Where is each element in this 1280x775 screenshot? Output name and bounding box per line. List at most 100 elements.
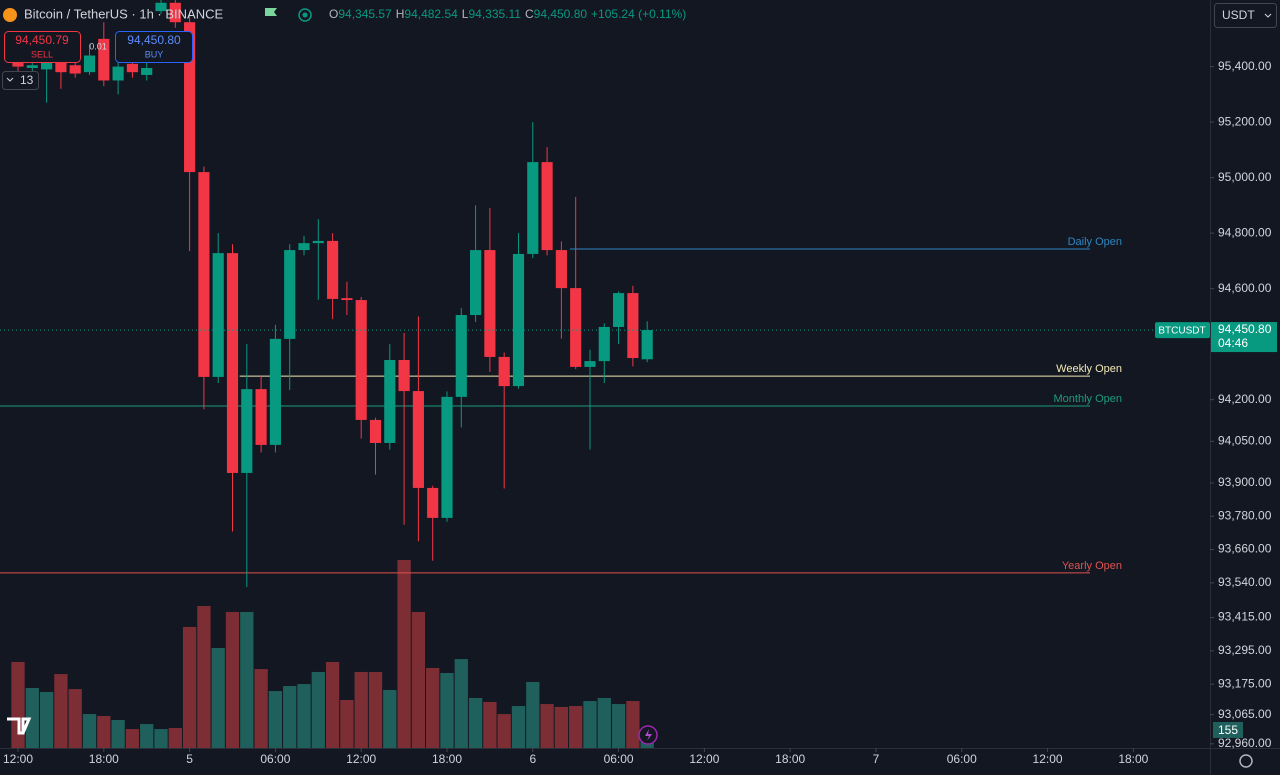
y-tick-label: 95,400.00 [1218, 59, 1272, 73]
volume-bar [597, 698, 611, 748]
level-label: Daily Open [1068, 236, 1122, 248]
status-icon [298, 8, 312, 22]
x-tick-label: 6 [529, 752, 536, 766]
candle-body [198, 172, 210, 377]
candle-body [341, 298, 353, 301]
volume-bar [311, 671, 325, 748]
indicators-count: 13 [20, 73, 34, 87]
flag-icon[interactable] [265, 8, 277, 16]
buy-button[interactable] [115, 31, 193, 63]
candle-body [441, 396, 453, 518]
y-tick-label: 92,960.00 [1218, 736, 1272, 750]
x-tick-label: 7 [873, 752, 880, 766]
volume-bar [354, 671, 368, 748]
volume-bar [11, 661, 25, 748]
level-label: Monthly Open [1054, 393, 1122, 405]
x-tick-label: 18:00 [775, 752, 805, 766]
volume-bar [426, 668, 440, 748]
volume-bar [626, 701, 640, 748]
buy-price: 94,450.80 [127, 33, 181, 47]
bolt-icon [645, 729, 652, 741]
y-tick-label: 93,065.00 [1218, 707, 1272, 721]
symbol-tag-label: BTCUSDT [1158, 326, 1205, 337]
settings-icon[interactable] [1239, 754, 1253, 768]
y-tick-label: 93,660.00 [1218, 542, 1272, 556]
volume-bar [39, 691, 54, 748]
chevron-icon [6, 77, 14, 82]
currency-dropdown[interactable] [1214, 3, 1277, 28]
candle-body [298, 243, 310, 251]
volume-bar [554, 706, 569, 748]
volume-bar [454, 659, 468, 748]
volume-bar [211, 648, 225, 748]
candle-body [498, 356, 510, 387]
volume-tag [1213, 721, 1243, 738]
price-tag [1211, 322, 1277, 353]
x-tick-label: 18:00 [432, 752, 462, 766]
volume-bar [82, 714, 97, 748]
volume-bar [368, 671, 383, 748]
volume-bar [225, 611, 240, 748]
candle-body [12, 61, 24, 67]
y-tick-label: 93,415.00 [1218, 610, 1272, 624]
candle-body [141, 68, 153, 75]
x-tick-label: 18:00 [1118, 752, 1148, 766]
candle-body [284, 250, 296, 339]
volume-bar [97, 716, 111, 748]
candle-body [69, 65, 81, 74]
sell-button[interactable] [4, 31, 81, 63]
y-tick-label: 93,175.00 [1218, 676, 1272, 690]
y-tick-label: 93,540.00 [1218, 575, 1272, 589]
candle-body [83, 55, 96, 73]
status-dot [302, 12, 308, 18]
indicators-toggle[interactable] [2, 71, 39, 90]
dropdown-chevron [1264, 13, 1272, 18]
volume-bar [340, 699, 354, 748]
high-label: H [396, 7, 405, 21]
volume-bar [325, 661, 340, 748]
candle-body [613, 293, 625, 327]
candle-body [641, 330, 653, 360]
y-tick-label: 94,600.00 [1218, 281, 1272, 295]
x-tick-label: 06:00 [604, 752, 634, 766]
candle-body [126, 63, 138, 73]
candle-body [484, 250, 496, 357]
volume-bar [140, 724, 154, 748]
volume-bar [197, 606, 211, 748]
candle-body [384, 359, 396, 443]
candle-body [412, 391, 424, 488]
candle-body [398, 359, 410, 392]
close-label: C [525, 7, 534, 21]
y-tick-label: 95,000.00 [1218, 170, 1272, 184]
candle-body [212, 253, 224, 377]
candle-body [470, 250, 482, 316]
candle-body [570, 288, 582, 367]
volume-bar [397, 559, 411, 748]
x-tick-label: 06:00 [260, 752, 290, 766]
y-tick-label: 93,295.00 [1218, 643, 1272, 657]
candle-body [598, 326, 610, 362]
candle-body [355, 300, 367, 420]
volume-bar [254, 669, 268, 748]
candle-body [184, 22, 196, 173]
spread: 0.01 [89, 41, 107, 51]
candle-body [427, 487, 439, 518]
x-tick-label: 12:00 [3, 752, 33, 766]
volume-bar [569, 706, 583, 748]
symbol-tag [1155, 322, 1210, 339]
coin-icon [3, 8, 17, 22]
candle-body [327, 240, 339, 299]
y-tick-label: 94,800.00 [1218, 225, 1272, 239]
volume-bar [297, 684, 311, 748]
candle-body [455, 315, 467, 397]
change-value: +105.24 (+0.11%) [591, 7, 686, 21]
logo[interactable] [7, 717, 32, 735]
volume-bar [54, 674, 68, 748]
volume-bar [511, 706, 526, 748]
volume-bar [540, 704, 554, 748]
buy-label: BUY [145, 49, 164, 59]
volume-bar [111, 719, 125, 748]
volume-bar [383, 689, 397, 748]
